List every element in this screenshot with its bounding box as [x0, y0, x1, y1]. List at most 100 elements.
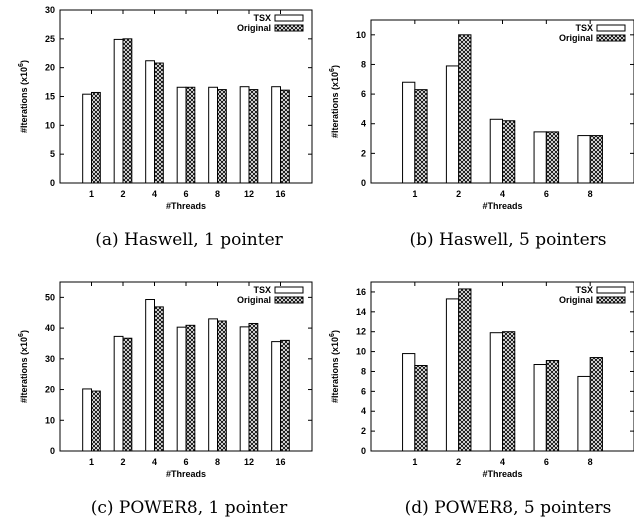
- legend-swatch-tsx: [596, 24, 626, 32]
- legend-swatch-original: [596, 34, 626, 42]
- x-tick-label: 2: [120, 189, 125, 199]
- x-axis-label: #Threads: [482, 201, 522, 211]
- x-tick-label: 12: [244, 457, 254, 467]
- bar-original: [502, 120, 516, 184]
- x-axis-label: #Threads: [166, 201, 206, 211]
- y-tick-label: 10: [356, 30, 366, 40]
- x-tick-label: 1: [89, 457, 94, 467]
- bar-original: [414, 365, 428, 452]
- bar-tsx: [176, 86, 187, 184]
- bar-tsx: [445, 65, 460, 184]
- bar-tsx: [402, 81, 416, 184]
- bar-original: [185, 324, 196, 452]
- y-axis-label-exponent: 6: [18, 63, 25, 67]
- bar-original: [248, 89, 259, 184]
- y-tick-label: 4: [361, 406, 366, 416]
- bar-original: [589, 357, 603, 452]
- subfigure-caption: (d) POWER8, 5 pointers: [405, 498, 612, 518]
- bar-tsx: [533, 131, 547, 184]
- y-tick-label: 2: [361, 426, 366, 436]
- bar-tsx: [145, 299, 155, 452]
- bar-original: [154, 306, 164, 452]
- x-tick-label: 12: [244, 189, 254, 199]
- bar-original: [217, 89, 227, 184]
- y-tick-label: 0: [361, 446, 366, 456]
- legend-label-tsx: TSX: [575, 23, 593, 33]
- x-tick-label: 1: [412, 189, 417, 199]
- bar-tsx: [239, 326, 250, 452]
- y-tick-label: 16: [356, 287, 366, 297]
- x-tick-label: 16: [275, 189, 285, 199]
- bar-original: [280, 339, 290, 452]
- bar-tsx: [208, 86, 218, 184]
- y-tick-label: 12: [356, 327, 366, 337]
- bar-original: [248, 322, 259, 452]
- bar-tsx: [113, 335, 124, 452]
- bar-tsx: [176, 326, 187, 452]
- x-tick-label: 1: [89, 189, 94, 199]
- bar-original: [122, 38, 133, 184]
- y-tick-label: 8: [361, 366, 366, 376]
- x-axis-label: #Threads: [166, 469, 206, 479]
- bar-tsx: [402, 353, 416, 452]
- bar-tsx: [271, 341, 281, 452]
- bar-tsx: [145, 60, 155, 184]
- bar-tsx: [445, 298, 460, 452]
- y-tick-label: 5: [50, 149, 55, 159]
- x-tick-label: 4: [500, 457, 505, 467]
- y-tick-label: 25: [45, 34, 55, 44]
- legend-label-original: Original: [559, 33, 593, 43]
- y-tick-label: 2: [361, 148, 366, 158]
- y-tick-label: 0: [50, 446, 55, 456]
- bar-original: [502, 331, 516, 452]
- y-tick-label: 10: [45, 120, 55, 130]
- y-tick-label: 15: [45, 92, 55, 102]
- y-axis-label: #Iterations (x106): [18, 60, 29, 133]
- legend-swatch-tsx: [596, 286, 626, 294]
- x-axis-label: #Threads: [482, 469, 522, 479]
- legend-label-original: Original: [237, 23, 271, 33]
- x-tick-label: 2: [456, 189, 461, 199]
- subfigure-caption: (c) POWER8, 1 pointer: [91, 498, 288, 518]
- y-tick-label: 20: [45, 385, 55, 395]
- legend-swatch-original: [274, 296, 304, 304]
- y-tick-label: 8: [361, 59, 366, 69]
- y-tick-label: 6: [361, 386, 366, 396]
- x-tick-label: 8: [588, 189, 593, 199]
- x-tick-label: 6: [183, 457, 188, 467]
- bar-original: [414, 89, 428, 184]
- x-tick-label: 2: [120, 457, 125, 467]
- bar-tsx: [208, 318, 218, 452]
- x-tick-label: 6: [544, 457, 549, 467]
- y-tick-label: 40: [45, 323, 55, 333]
- legend-label-original: Original: [559, 295, 593, 305]
- legend-label-tsx: TSX: [253, 285, 271, 295]
- subfigure-caption: (a) Haswell, 1 pointer: [95, 230, 283, 250]
- y-tick-label: 0: [361, 178, 366, 188]
- y-tick-label: 50: [45, 292, 55, 302]
- bar-original: [545, 360, 560, 452]
- x-tick-label: 4: [152, 189, 157, 199]
- legend-swatch-tsx: [274, 286, 304, 294]
- bar-tsx: [82, 388, 92, 452]
- y-tick-label: 20: [45, 63, 55, 73]
- bar-original: [458, 34, 472, 184]
- legend-label-original: Original: [237, 295, 271, 305]
- x-tick-label: 8: [215, 189, 220, 199]
- bar-original: [154, 62, 164, 184]
- legend-label-tsx: TSX: [253, 13, 271, 23]
- legend-swatch-original: [596, 296, 626, 304]
- y-axis-label-exponent: 6: [329, 333, 336, 337]
- x-tick-label: 1: [412, 457, 417, 467]
- subfigure-caption: (b) Haswell, 5 pointers: [410, 230, 607, 250]
- x-tick-label: 6: [544, 189, 549, 199]
- x-tick-label: 4: [152, 457, 157, 467]
- y-tick-label: 0: [50, 178, 55, 188]
- bar-original: [545, 131, 560, 184]
- y-tick-label: 30: [45, 354, 55, 364]
- y-axis-label: #Iterations (x106): [329, 330, 340, 403]
- bar-tsx: [271, 86, 281, 184]
